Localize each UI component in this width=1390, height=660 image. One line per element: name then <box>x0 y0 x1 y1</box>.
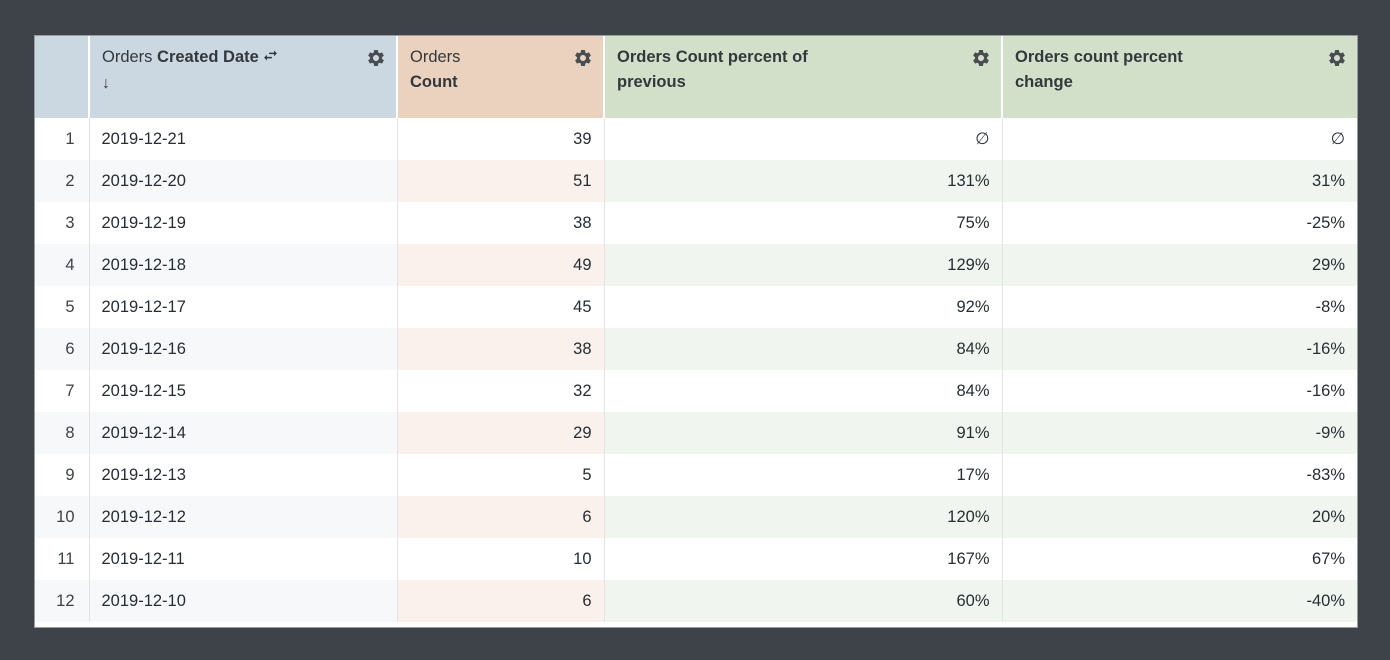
row-number-cell: 10 <box>35 496 90 538</box>
row-number-cell: 11 <box>35 538 90 580</box>
date-cell[interactable]: 2019-12-10 <box>89 580 398 622</box>
header-label-line: previous <box>617 73 686 91</box>
table-row: 8 2019-12-14 29 91% -9% <box>35 412 1357 454</box>
count-cell[interactable]: 6 <box>397 496 605 538</box>
table-row: 12 2019-12-10 6 60% -40% <box>35 580 1357 622</box>
percent-of-previous-cell[interactable]: 60% <box>604 580 1003 622</box>
percent-change-cell[interactable]: 67% <box>1002 538 1357 580</box>
column-header-percent-of-previous[interactable]: Orders Count percent of previous <box>604 36 1003 118</box>
date-cell[interactable]: 2019-12-15 <box>89 370 398 412</box>
percent-change-cell[interactable]: -16% <box>1002 370 1357 412</box>
header-label-line: Orders Count percent of <box>617 48 808 66</box>
table-row: 3 2019-12-19 38 75% -25% <box>35 202 1357 244</box>
percent-change-cell[interactable]: -9% <box>1002 412 1357 454</box>
table-body: 1 2019-12-21 39 ∅ ∅ 2 2019-12-20 51 131% 31% 3 2019… <box>35 118 1357 622</box>
count-cell[interactable]: 10 <box>397 538 605 580</box>
percent-of-previous-cell[interactable]: 91% <box>604 412 1003 454</box>
row-number-cell: 12 <box>35 580 90 622</box>
row-number-header <box>35 36 90 118</box>
table-row: 11 2019-12-11 10 167% 67% <box>35 538 1357 580</box>
row-number-cell: 1 <box>35 118 90 160</box>
row-number-cell: 5 <box>35 286 90 328</box>
row-number-cell: 3 <box>35 202 90 244</box>
date-cell[interactable]: 2019-12-19 <box>89 202 398 244</box>
percent-change-cell[interactable]: ∅ <box>1002 118 1357 160</box>
row-number-cell: 4 <box>35 244 90 286</box>
table-row: 4 2019-12-18 49 129% 29% <box>35 244 1357 286</box>
gear-icon[interactable] <box>971 48 991 68</box>
count-cell[interactable]: 38 <box>397 328 605 370</box>
percent-of-previous-cell[interactable]: 92% <box>604 286 1003 328</box>
count-cell[interactable]: 32 <box>397 370 605 412</box>
date-cell[interactable]: 2019-12-17 <box>89 286 398 328</box>
count-cell[interactable]: 51 <box>397 160 605 202</box>
percent-of-previous-cell[interactable]: 84% <box>604 328 1003 370</box>
row-number-cell: 6 <box>35 328 90 370</box>
table-row: 5 2019-12-17 45 92% -8% <box>35 286 1357 328</box>
header-view-name: Orders <box>102 48 153 66</box>
date-cell[interactable]: 2019-12-12 <box>89 496 398 538</box>
percent-change-cell[interactable]: 20% <box>1002 496 1357 538</box>
percent-change-cell[interactable]: -83% <box>1002 454 1357 496</box>
percent-of-previous-cell[interactable]: 84% <box>604 370 1003 412</box>
table-row: 10 2019-12-12 6 120% 20% <box>35 496 1357 538</box>
date-cell[interactable]: 2019-12-14 <box>89 412 398 454</box>
table-header: Orders Created Date ↓ Orders Count <box>35 36 1357 118</box>
data-table: Orders Created Date ↓ Orders Count <box>35 36 1357 622</box>
percent-change-cell[interactable]: 31% <box>1002 160 1357 202</box>
percent-of-previous-cell[interactable]: 17% <box>604 454 1003 496</box>
header-row: Orders Created Date ↓ Orders Count <box>35 36 1357 118</box>
count-cell[interactable]: 49 <box>397 244 605 286</box>
table-row: 7 2019-12-15 32 84% -16% <box>35 370 1357 412</box>
date-cell[interactable]: 2019-12-16 <box>89 328 398 370</box>
percent-change-cell[interactable]: -25% <box>1002 202 1357 244</box>
header-label-line: Orders count percent <box>1015 48 1183 66</box>
date-cell[interactable]: 2019-12-11 <box>89 538 398 580</box>
count-cell[interactable]: 38 <box>397 202 605 244</box>
date-cell[interactable]: 2019-12-20 <box>89 160 398 202</box>
table-row: 1 2019-12-21 39 ∅ ∅ <box>35 118 1357 160</box>
percent-of-previous-cell[interactable]: 75% <box>604 202 1003 244</box>
percent-of-previous-cell[interactable]: 129% <box>604 244 1003 286</box>
table-row: 2 2019-12-20 51 131% 31% <box>35 160 1357 202</box>
header-label-line: change <box>1015 73 1073 91</box>
row-number-cell: 8 <box>35 412 90 454</box>
row-number-cell: 9 <box>35 454 90 496</box>
header-field-name: Created Date <box>157 48 259 66</box>
column-header-orders-count[interactable]: Orders Count <box>397 36 605 118</box>
percent-change-cell[interactable]: -8% <box>1002 286 1357 328</box>
row-number-cell: 7 <box>35 370 90 412</box>
header-view-name: Orders <box>410 48 461 66</box>
results-table-panel: Orders Created Date ↓ Orders Count <box>34 35 1358 628</box>
count-cell[interactable]: 5 <box>397 454 605 496</box>
date-cell[interactable]: 2019-12-13 <box>89 454 398 496</box>
swap-arrows-icon <box>262 47 279 72</box>
column-header-percent-change[interactable]: Orders count percent change <box>1002 36 1357 118</box>
table-row: 9 2019-12-13 5 17% -83% <box>35 454 1357 496</box>
count-cell[interactable]: 6 <box>397 580 605 622</box>
percent-of-previous-cell[interactable]: 131% <box>604 160 1003 202</box>
percent-of-previous-cell[interactable]: ∅ <box>604 118 1003 160</box>
gear-icon[interactable] <box>1327 48 1347 68</box>
count-cell[interactable]: 45 <box>397 286 605 328</box>
percent-change-cell[interactable]: -40% <box>1002 580 1357 622</box>
sort-direction-arrow: ↓ <box>102 75 110 92</box>
date-cell[interactable]: 2019-12-21 <box>89 118 398 160</box>
percent-change-cell[interactable]: 29% <box>1002 244 1357 286</box>
count-cell[interactable]: 29 <box>397 412 605 454</box>
percent-of-previous-cell[interactable]: 120% <box>604 496 1003 538</box>
count-cell[interactable]: 39 <box>397 118 605 160</box>
percent-of-previous-cell[interactable]: 167% <box>604 538 1003 580</box>
date-cell[interactable]: 2019-12-18 <box>89 244 398 286</box>
percent-change-cell[interactable]: -16% <box>1002 328 1357 370</box>
table-row: 6 2019-12-16 38 84% -16% <box>35 328 1357 370</box>
header-field-name: Count <box>410 73 458 91</box>
gear-icon[interactable] <box>573 48 593 68</box>
column-header-orders-created-date[interactable]: Orders Created Date ↓ <box>89 36 398 118</box>
gear-icon[interactable] <box>366 48 386 68</box>
row-number-cell: 2 <box>35 160 90 202</box>
